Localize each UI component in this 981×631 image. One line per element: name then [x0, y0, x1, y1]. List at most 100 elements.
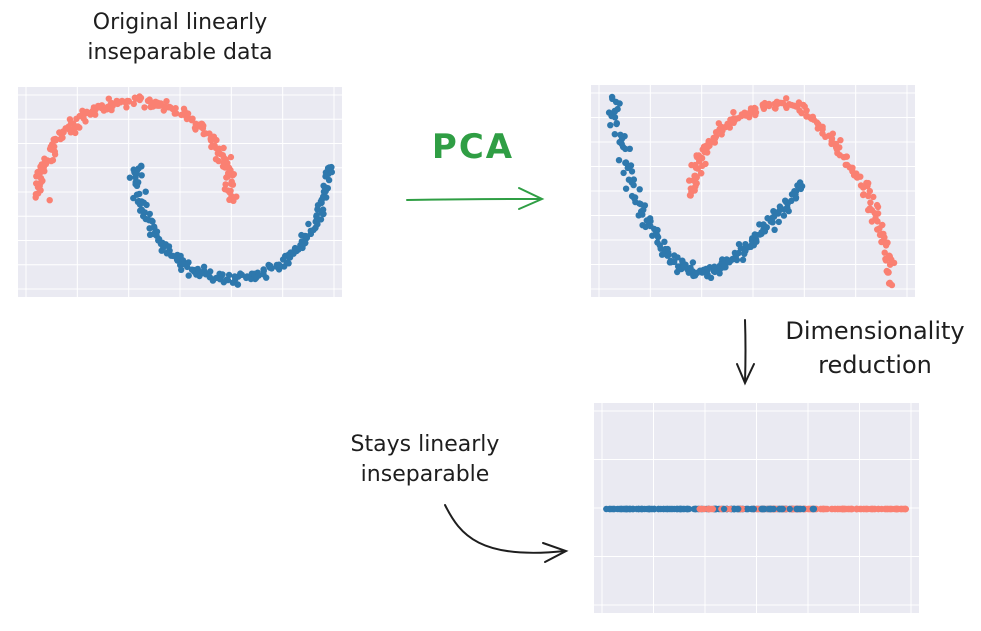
point-class-b: [753, 238, 760, 245]
point-class-a: [33, 180, 40, 187]
point-class-a: [859, 191, 867, 199]
point-class-b: [295, 246, 302, 253]
point-class-b: [735, 241, 743, 248]
point-class-b: [791, 188, 798, 195]
point-class-a: [765, 100, 773, 108]
point-class-a: [779, 99, 787, 107]
point-class-b: [776, 203, 784, 210]
point-class-b: [142, 215, 149, 223]
point-class-b: [299, 241, 307, 249]
point-class-a: [688, 161, 695, 169]
point-class-a: [109, 102, 116, 110]
point-class-a: [842, 161, 849, 169]
point-class-a: [726, 124, 733, 131]
point-class-b: [776, 505, 783, 513]
point-class-a: [686, 177, 693, 184]
point-class-a: [832, 144, 840, 151]
point-class-b: [628, 179, 635, 186]
point-class-b: [138, 163, 145, 170]
point-class-a: [819, 505, 827, 513]
point-class-a: [183, 115, 191, 123]
point-class-a: [123, 104, 130, 111]
point-class-b: [720, 260, 727, 267]
point-class-b: [786, 505, 793, 513]
point-class-b: [687, 264, 694, 271]
projection-plot: [594, 403, 919, 613]
point-class-a: [73, 115, 80, 122]
point-class-b: [136, 201, 144, 208]
point-class-b: [286, 254, 293, 261]
point-class-a: [698, 505, 705, 513]
point-class-a: [863, 179, 870, 187]
point-class-a: [882, 240, 889, 247]
point-class-a: [228, 180, 235, 187]
point-class-b: [704, 271, 711, 278]
point-class-a: [215, 157, 222, 165]
point-class-b: [764, 215, 771, 222]
point-class-b: [319, 206, 327, 213]
point-class-b: [263, 274, 270, 281]
point-class-b: [219, 271, 226, 278]
point-class-a: [227, 153, 235, 161]
point-class-a: [730, 109, 737, 116]
pca-scatter-svg: [591, 85, 915, 297]
point-class-b: [616, 100, 623, 107]
point-class-a: [212, 144, 220, 152]
point-class-a: [221, 186, 229, 193]
original-scatter-svg: [18, 87, 342, 297]
point-class-b: [645, 505, 652, 513]
point-class-b: [796, 181, 804, 188]
point-class-b: [326, 164, 333, 171]
point-class-b: [620, 169, 627, 177]
point-class-b: [314, 202, 322, 209]
point-class-a: [210, 134, 217, 141]
point-class-a: [704, 149, 711, 156]
point-class-a: [860, 505, 868, 513]
point-class-b: [692, 505, 699, 513]
point-class-a: [844, 505, 852, 513]
point-class-a: [888, 505, 896, 513]
point-class-b: [141, 209, 148, 216]
point-class-b: [775, 218, 782, 226]
point-class-a: [803, 107, 810, 114]
point-class-b: [651, 505, 658, 513]
point-class-a: [853, 505, 860, 513]
point-class-a: [103, 106, 111, 113]
point-class-b: [606, 505, 613, 513]
point-class-b: [613, 120, 620, 127]
point-class-b: [323, 172, 330, 179]
curved-arrow: [444, 504, 569, 563]
point-class-a: [752, 105, 759, 112]
point-class-b: [810, 505, 818, 513]
point-class-a: [117, 99, 124, 106]
point-class-a: [902, 505, 909, 513]
point-class-a: [886, 261, 894, 268]
point-class-b: [173, 256, 181, 263]
point-class-a: [800, 101, 807, 109]
point-class-a: [867, 199, 874, 206]
point-class-b: [313, 213, 320, 220]
point-class-b: [146, 225, 153, 232]
point-class-a: [98, 102, 106, 109]
point-class-b: [622, 145, 629, 153]
point-class-a: [881, 249, 888, 256]
point-class-a: [178, 111, 185, 119]
point-class-b: [195, 268, 203, 275]
point-class-a: [695, 152, 702, 159]
point-class-b: [200, 263, 208, 270]
point-class-a: [819, 123, 826, 130]
point-class-a: [222, 181, 229, 188]
point-class-b: [679, 258, 686, 265]
point-class-a: [871, 505, 878, 513]
point-class-b: [611, 131, 618, 138]
point-class-b: [674, 254, 681, 261]
point-class-a: [59, 134, 66, 141]
point-class-b: [636, 200, 643, 207]
point-class-b: [642, 223, 649, 231]
point-class-a: [220, 144, 227, 152]
point-class-b: [761, 505, 768, 513]
point-class-b: [748, 505, 756, 513]
point-class-a: [230, 197, 237, 204]
point-class-b: [126, 174, 134, 181]
point-class-b: [153, 228, 161, 235]
